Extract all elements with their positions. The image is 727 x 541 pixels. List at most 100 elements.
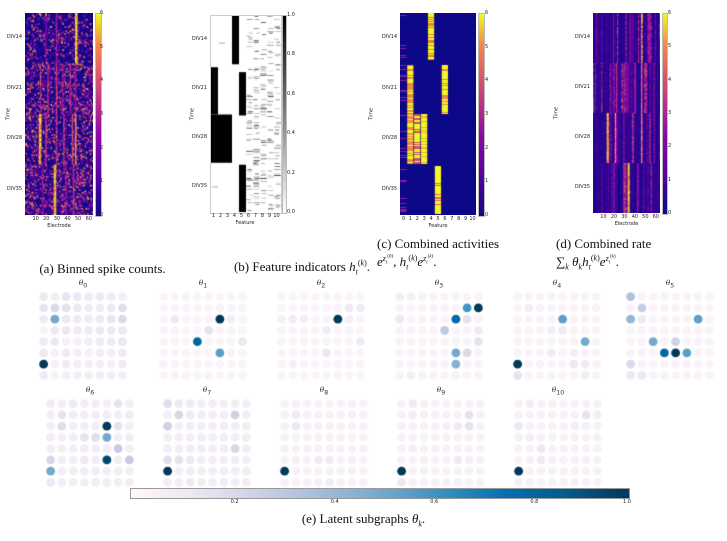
panel-b-heatmap <box>210 15 282 214</box>
subplot-title-theta-4: θ4 <box>552 278 562 290</box>
colorbar-tick-label: 1.0 <box>287 12 295 18</box>
panel-a-colorbar <box>95 13 102 217</box>
x-axis-tick-label: 7 <box>450 216 454 222</box>
x-axis-tick-label: 50 <box>642 214 649 220</box>
caption-a: (a) Binned spike counts. <box>39 261 166 276</box>
subplot-title-theta-1: θ1 <box>198 278 208 290</box>
colorbar-tick-label: 6 <box>485 10 489 16</box>
y-axis-tick-label: DIV21 <box>6 84 22 91</box>
x-axis-tick-label: 50 <box>74 216 82 222</box>
caption-e: (e) Latent subgraphs θk. <box>301 511 426 529</box>
x-axis-tick-label: 30 <box>53 216 61 222</box>
subplot-dots-theta-5 <box>625 291 715 381</box>
colorbar-tick-label: 4 <box>100 77 104 84</box>
x-axis-title: Electrode <box>614 221 639 227</box>
x-axis-tick-label: 6 <box>246 213 251 219</box>
colorbar-tick-label: 0 <box>100 212 104 218</box>
y-axis-tick-label: DIV28 <box>381 135 397 142</box>
x-axis-tick-label: 10 <box>32 216 39 222</box>
y-axis-tick-label: DIV14 <box>191 35 207 42</box>
subplot-title-theta-9: θ9 <box>436 385 446 397</box>
subplot-title-theta-3: θ3 <box>434 278 444 290</box>
x-axis-tick-label: 8 <box>457 216 461 222</box>
colorbar-tick-label: 1 <box>100 178 104 185</box>
caption-c-line1: (c) Combined activities <box>377 236 500 251</box>
subplot-dots-theta-10 <box>513 398 603 488</box>
colorbar-tick-label: 3 <box>668 110 672 116</box>
x-axis-tick-label: 10 <box>273 213 280 219</box>
colorbar-tick-label: 0 <box>485 212 489 218</box>
panel-e-colorbar-tick-label: 0.6 <box>430 499 439 505</box>
panel-c-colorbar <box>478 13 485 217</box>
colorbar-tick-label: 1 <box>668 176 672 183</box>
x-axis-tick-label: 4 <box>232 213 237 219</box>
panel-a-heatmap <box>25 13 93 215</box>
x-axis-tick-label: 4 <box>429 216 433 222</box>
colorbar-tick-label: 0 <box>668 210 672 216</box>
subplot-title-theta-10: θ10 <box>551 385 565 397</box>
y-axis-tick-label: DIV14 <box>574 34 590 40</box>
colorbar-tick-label: 0.2 <box>287 169 295 176</box>
x-axis-tick-label: 20 <box>610 214 618 220</box>
x-axis-tick-label: 10 <box>469 216 476 222</box>
panel-b-colorbar <box>282 15 287 214</box>
y-axis-title: Time <box>553 106 560 120</box>
subplot-dots-theta-0 <box>38 291 128 381</box>
x-axis-tick-label: 40 <box>631 214 639 220</box>
x-axis-tick-label: 20 <box>43 216 50 222</box>
x-axis-title: Electrode <box>47 223 71 229</box>
colorbar-tick-label: 0.4 <box>287 130 295 137</box>
x-axis-tick-label: 10 <box>600 214 607 220</box>
y-axis-tick-label: DIV21 <box>381 84 397 91</box>
x-axis-tick-label: 1 <box>408 216 412 222</box>
x-axis-tick-label: 3 <box>225 213 230 219</box>
caption-d-line2: ∑k θkht(k)ezt(k). <box>556 253 619 272</box>
y-axis-tick-label: DIV14 <box>6 34 22 41</box>
colorbar-tick-label: 0.6 <box>287 90 295 97</box>
subplot-dots-theta-7 <box>162 398 252 488</box>
panel-e-colorbar <box>130 488 630 499</box>
subplot-title-theta-0: θ0 <box>78 278 88 290</box>
subplot-title-theta-6: θ6 <box>85 385 95 397</box>
y-axis-tick-label: DIV35 <box>381 185 397 192</box>
x-axis-tick-label: 5 <box>436 216 440 222</box>
panel-e-colorbar-tick-label: 0.2 <box>230 499 239 505</box>
y-axis-title: Time <box>368 107 375 121</box>
colorbar-tick-label: 2 <box>668 143 672 150</box>
x-axis-tick-label: 8 <box>260 213 265 219</box>
x-axis-tick-label: 30 <box>621 214 628 220</box>
colorbar-tick-label: 5 <box>668 43 672 50</box>
panel-e-colorbar-tick-label: 1.0 <box>623 499 631 505</box>
panel-d-heatmap <box>593 13 660 213</box>
colorbar-tick-label: 0.0 <box>287 209 295 215</box>
y-axis-tick-label: DIV35 <box>191 183 207 190</box>
panel-e-colorbar-tick-label: 0.8 <box>530 499 539 505</box>
colorbar-tick-label: 5 <box>485 43 489 50</box>
x-axis-tick-label: 60 <box>85 216 92 222</box>
colorbar-tick-label: 4 <box>668 76 672 83</box>
subplot-dots-theta-9 <box>396 398 486 488</box>
x-axis-tick-label: 1 <box>211 213 216 219</box>
x-axis-tick-label: 7 <box>253 213 258 219</box>
colorbar-tick-label: 4 <box>485 77 489 84</box>
subplot-title-theta-5: θ5 <box>665 278 675 290</box>
subplot-dots-theta-1 <box>158 291 248 381</box>
y-axis-tick-label: DIV28 <box>191 134 207 141</box>
x-axis-tick-label: 9 <box>464 216 468 222</box>
caption-c-line2: ezt(0), ht(k)ezt(k). <box>377 253 437 272</box>
subplot-dots-theta-8 <box>279 398 369 488</box>
x-axis-tick-label: 2 <box>218 213 223 219</box>
subplot-dots-theta-2 <box>276 291 366 381</box>
x-axis-tick-label: 5 <box>239 213 244 219</box>
subplot-title-theta-2: θ2 <box>316 278 326 290</box>
x-axis-tick-label: 40 <box>64 216 71 222</box>
colorbar-tick-label: 3 <box>100 111 104 117</box>
y-axis-title: Time <box>5 107 12 121</box>
colorbar-tick-label: 6 <box>668 10 672 16</box>
colorbar-tick-label: 3 <box>485 111 489 117</box>
y-axis-title: Time <box>189 107 196 120</box>
y-axis-tick-label: DIV28 <box>574 134 590 140</box>
colorbar-tick-label: 5 <box>100 43 104 50</box>
y-axis-tick-label: DIV35 <box>6 185 22 192</box>
panel-e-colorbar-tick-label: 0.4 <box>330 499 339 505</box>
